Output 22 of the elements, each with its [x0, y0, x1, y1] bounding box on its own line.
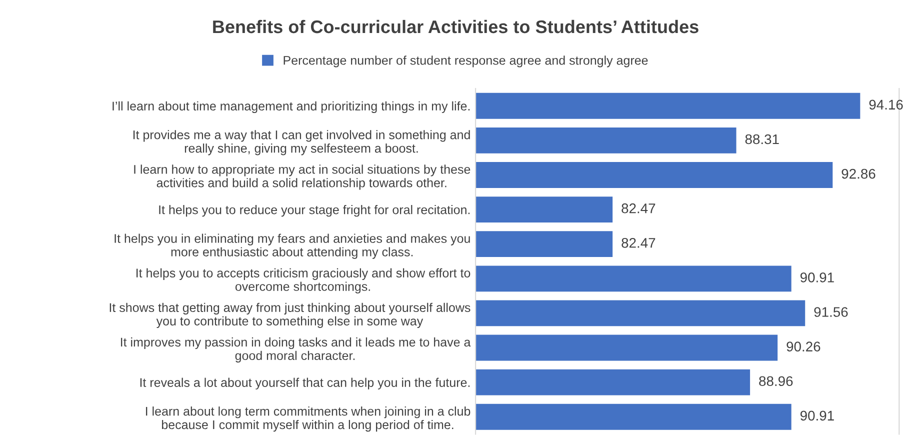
- y-tick-label: It helps you to reduce your stage fright for oral recitation.: [159, 205, 470, 217]
- y-tick-label: I learn about long term commitments when joining in a club because I commit myself within a long period of time.: [146, 406, 470, 432]
- y-tick-label: I’ll learn about time management and prioritizing things in my life.: [112, 101, 470, 113]
- data-label: 82.47: [622, 203, 656, 214]
- y-tick-label: It helps you to accepts criticism graciously and show effort to overcome shortcomings.: [136, 268, 470, 294]
- data-label: 90.26: [786, 342, 820, 352]
- data-label: 91.56: [814, 307, 848, 317]
- y-tick-label: It helps you in eliminating my fears and anxieties and makes you more enthusiastic about attending my class.: [114, 234, 470, 259]
- data-label: 92.86: [842, 168, 876, 179]
- data-label: 94.16: [869, 100, 903, 110]
- y-tick-label: I learn how to appropriate my act in social situations by these activities and build a solid relationship towards other.: [134, 164, 470, 190]
- data-label: 88.31: [745, 134, 779, 144]
- legend-label: Percentage number of student response agree and strongly agree: [284, 56, 648, 68]
- data-label: 90.91: [800, 410, 834, 421]
- chart-title: Benefits of Co-curricular Activities to Students’ Attitudes: [213, 20, 698, 34]
- y-tick-label: It shows that getting away from just thinking about yourself allows you to contribute to something else in some way: [110, 302, 470, 328]
- data-label: 82.47: [622, 238, 656, 248]
- y-tick-label: It reveals a lot about yourself that can help you in the future.: [140, 378, 470, 390]
- data-label: 88.96: [759, 376, 793, 386]
- y-tick-label: It provides me a way that I can get involved in something and really shine, giving my selfesteem a boost.: [133, 130, 470, 156]
- y-tick-label: It improves my passion in doing tasks and it leads me to have a good moral character.: [120, 337, 471, 363]
- data-label: 90.91: [800, 272, 834, 282]
